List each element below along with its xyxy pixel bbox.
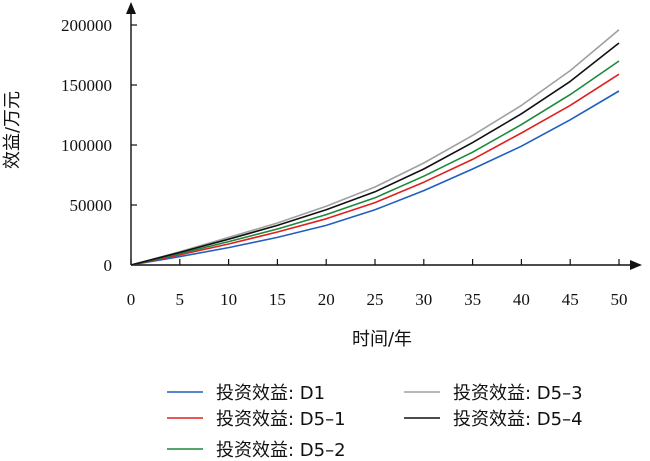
x-tick-label: 45 [562, 290, 579, 309]
series-line-3 [130, 60, 620, 266]
x-tick-label: 10 [220, 290, 237, 309]
x-tick-label: 15 [269, 290, 286, 309]
series-lines [130, 29, 620, 266]
y-axis-title: 效益/万元 [2, 91, 23, 169]
legend: 投资效益: D1 投资效益: D5–1 投资效益: D5–2 投资效益: D5–3 投资… [167, 383, 583, 461]
legend-label-5: 投资效益: D5–4 [453, 409, 583, 430]
x-tick-label: 0 [127, 290, 136, 309]
series-line-1 [130, 90, 620, 266]
x-tick-label: 50 [611, 290, 628, 309]
legend-label-3: 投资效益: D5–2 [216, 440, 346, 461]
x-tick-label: 35 [464, 290, 481, 309]
legend-label-2: 投资效益: D5–1 [216, 409, 346, 430]
y-tick-label: 200000 [61, 16, 112, 35]
x-axis-arrow-icon [630, 260, 642, 270]
series-line-4 [130, 29, 620, 266]
axes [126, 2, 642, 270]
legend-label-1: 投资效益: D1 [216, 383, 325, 404]
legend-label-4: 投资效益: D5–3 [453, 383, 583, 404]
series-line-2 [130, 73, 620, 266]
x-ticks: 0 5 10 15 20 25 30 35 40 45 50 [127, 259, 628, 309]
y-tick-label: 100000 [61, 136, 112, 155]
x-axis-title: 时间/年 [352, 329, 412, 350]
x-tick-label: 25 [367, 290, 384, 309]
x-tick-label: 5 [176, 290, 185, 309]
y-tick-label: 150000 [61, 76, 112, 95]
y-axis-arrow-icon [126, 2, 136, 14]
x-tick-label: 30 [415, 290, 432, 309]
series-line-5 [130, 42, 620, 266]
y-tick-label: 0 [104, 256, 113, 275]
x-tick-label: 40 [513, 290, 530, 309]
x-tick-label: 20 [318, 290, 335, 309]
y-tick-label: 50000 [70, 196, 113, 215]
y-ticks: 0 50000 100000 150000 200000 [61, 16, 137, 275]
